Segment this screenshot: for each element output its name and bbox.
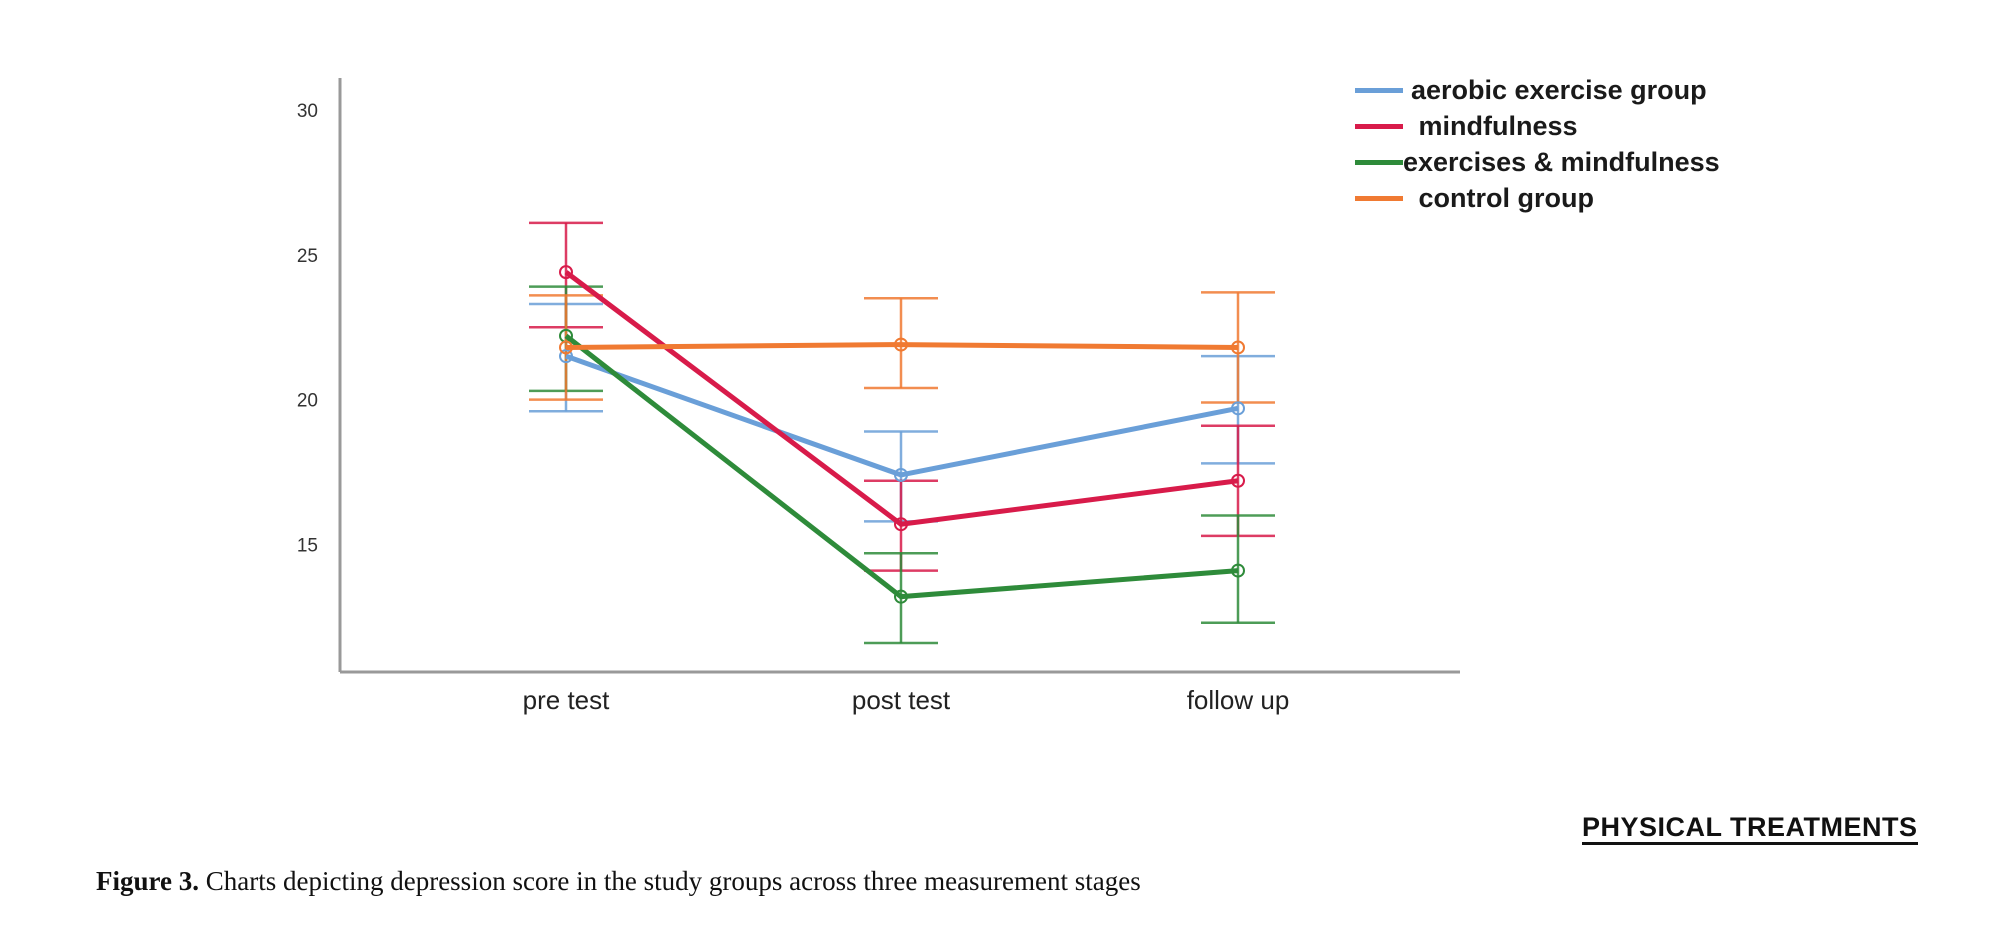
legend-item-mindfulness: mindfulness <box>1355 108 1720 144</box>
legend-label: mindfulness <box>1411 110 1578 141</box>
legend-item-exercises-mindfulness: exercises & mindfulness <box>1355 144 1720 180</box>
legend-label: control group <box>1411 182 1594 213</box>
legend-swatch <box>1355 87 1403 93</box>
legend-item-control: control group <box>1355 180 1720 216</box>
data-point <box>559 349 573 364</box>
series-line <box>565 353 1239 478</box>
line-chart: 15 20 25 30 pre test post test follow up <box>297 78 1460 715</box>
journal-logo: PHYSICAL TREATMENTS <box>1582 812 1918 845</box>
data-point <box>1231 401 1245 416</box>
data-point <box>559 265 573 280</box>
data-point <box>894 467 908 482</box>
data-point <box>1231 340 1245 355</box>
series-line <box>565 342 1239 350</box>
x-tick-label: post test <box>852 685 951 715</box>
figure-caption: Figure 3. Charts depicting depression sc… <box>96 866 1141 897</box>
data-point <box>894 517 908 532</box>
legend: aerobic exercise group mindfulness exerc… <box>1355 72 1720 216</box>
legend-swatch <box>1355 159 1403 165</box>
caption-label: Figure 3. <box>96 866 199 896</box>
y-tick-label: 20 <box>297 391 318 412</box>
y-tick-label: 30 <box>297 101 318 122</box>
y-tick-label: 15 <box>297 536 318 557</box>
data-point <box>894 589 908 604</box>
data-point <box>1231 473 1245 488</box>
legend-label: aerobic exercise group <box>1411 74 1707 105</box>
caption-text: Charts depicting depression score in the… <box>199 866 1141 896</box>
data-point <box>894 337 908 352</box>
data-point <box>559 340 573 355</box>
y-tick-label: 25 <box>297 246 318 267</box>
series-line <box>564 333 1239 600</box>
data-point <box>1231 563 1245 578</box>
legend-swatch <box>1355 123 1403 129</box>
x-tick-label: follow up <box>1187 685 1290 715</box>
legend-item-aerobic: aerobic exercise group <box>1355 72 1720 108</box>
legend-label: exercises & mindfulness <box>1403 146 1720 177</box>
legend-swatch <box>1355 195 1403 201</box>
series-line <box>564 270 1239 527</box>
x-tick-label: pre test <box>523 685 610 715</box>
